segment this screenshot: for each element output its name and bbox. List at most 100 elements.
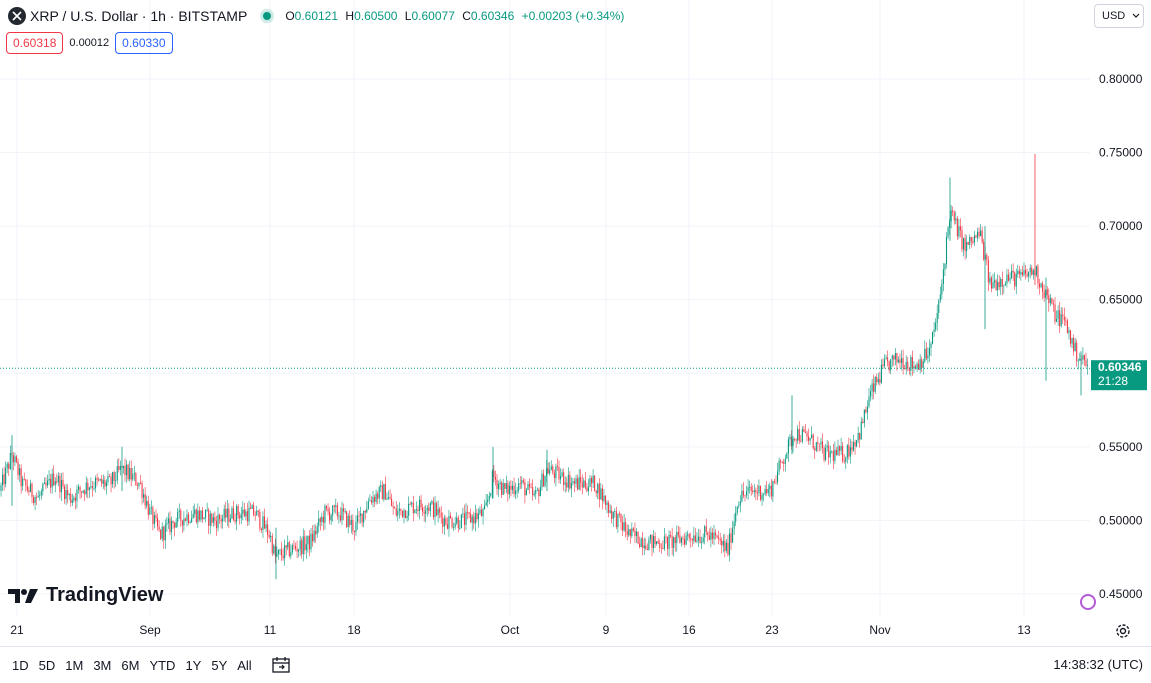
candle-body [349,515,351,525]
candle-body [964,238,966,252]
candle-body [143,494,145,498]
price-chart[interactable]: 0.800000.750000.700000.650000.600000.550… [0,0,1151,646]
candle-body [575,478,577,484]
range-5d-button[interactable]: 5D [38,657,56,673]
candle-body [405,510,407,519]
candle-body [992,282,994,289]
candle-body [110,476,112,485]
candle-body [1073,337,1075,352]
candle-body [663,536,665,549]
sell-price-button[interactable]: 0.60318 [6,32,64,54]
range-1d-button[interactable]: 1D [12,657,29,673]
symbol-title[interactable]: XRP / U.S. Dollar · 1h · BITSTAMP [30,8,248,24]
candle-body [353,530,355,533]
candle-body [477,513,479,520]
candle-body [198,510,200,520]
candle-body [139,482,142,484]
candle-body [659,543,661,548]
candle-body [499,482,501,485]
candle-body [1021,272,1023,276]
candle-body [470,513,472,523]
candle-body [897,359,899,363]
candle-body [1007,274,1010,281]
candle-body [722,541,724,546]
candle-body [208,509,210,526]
candle-body [648,539,650,551]
candle-body [865,409,867,413]
candle-body [211,513,213,523]
utc-clock[interactable]: 14:38:32 (UTC) [1053,657,1143,672]
candle-body [995,280,997,291]
candle-body [268,535,270,538]
range-1y-button[interactable]: 1Y [185,657,202,673]
candle-body [338,515,340,517]
candle-body [42,484,44,492]
tradingview-logo[interactable]: TradingView [8,584,163,607]
market-open-indicator [263,12,272,20]
candle-body [457,517,459,528]
settings-gear-icon[interactable] [1114,622,1132,640]
candle-body [842,445,844,461]
candle-body [284,545,286,559]
ohlc-values: O0.60121 H0.60500 L0.60077 C0.60346 +0.0… [285,9,625,23]
candle-body [925,348,927,359]
candle-body [346,511,348,527]
candle-body [367,501,369,509]
currency-select[interactable]: USD [1094,4,1144,28]
candle-body [654,536,656,545]
candle-body [862,421,864,424]
range-all-button[interactable]: All [237,657,252,673]
candle-body [17,461,19,476]
candle-body [256,510,258,516]
candle-body [952,210,954,213]
candle-body [682,537,684,540]
candle-body [259,511,261,529]
candle-body [527,483,529,490]
candle-body [60,480,62,493]
candle-body [215,520,217,529]
candle-body [432,501,434,518]
candle-body [860,421,862,440]
candle-body [1087,365,1089,366]
candle-body [318,518,320,527]
candle-body [673,537,675,548]
candle-body [246,511,248,522]
candle-body [226,508,228,518]
range-ytd-button[interactable]: YTD [149,657,176,673]
candle-body [25,479,27,486]
range-6m-button[interactable]: 6M [121,657,140,673]
candle-body [775,482,777,483]
candle-body [178,510,180,512]
range-3m-button[interactable]: 3M [93,657,112,673]
candle-body [217,514,219,529]
candle-body [107,476,109,483]
candle-body [705,526,707,532]
buy-price-button[interactable]: 0.60330 [115,32,173,54]
candle-body [118,466,120,470]
candle-body [480,509,483,517]
candle-body [804,431,806,433]
candle-body [240,513,242,519]
range-5y-button[interactable]: 5Y [211,657,228,673]
candle-body [507,483,509,495]
candle-body [116,466,118,481]
calendar-range-icon[interactable] [272,657,290,673]
candle-body [1077,360,1079,362]
candle-body [113,472,115,481]
candle-body [84,490,86,495]
candle-body [941,283,943,295]
candle-body [167,518,169,524]
candle-body [189,522,191,523]
candle-body [473,516,475,524]
candle-body [1018,270,1020,275]
candle-body [161,526,163,539]
candle-body [476,512,478,520]
candle-body [5,467,7,485]
range-1m-button[interactable]: 1M [65,657,84,673]
candle-body [777,471,779,483]
candle-body [539,487,541,497]
candle-body [19,468,21,476]
candle-body [496,479,498,489]
alert-marker-icon[interactable] [1080,594,1096,610]
candle-body [14,456,16,463]
